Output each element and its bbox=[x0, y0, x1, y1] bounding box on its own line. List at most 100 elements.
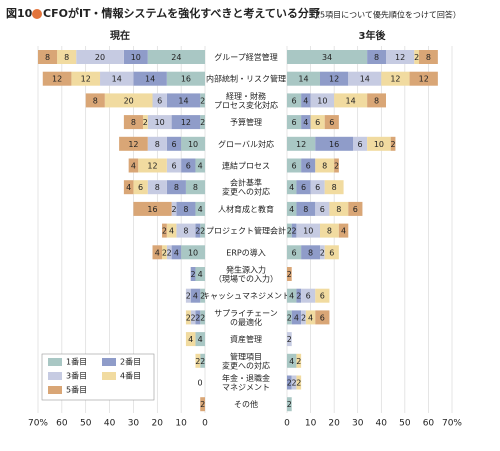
value-label: 2 bbox=[287, 227, 292, 236]
value-label: 8 bbox=[183, 205, 188, 214]
x-tick-label: 40 bbox=[104, 419, 116, 429]
bar-segment bbox=[287, 245, 302, 260]
category-label: 内部統制・リスク管理 bbox=[206, 73, 286, 83]
bar-segment bbox=[200, 288, 205, 303]
value-label: 2 bbox=[320, 248, 325, 257]
bar-segment bbox=[185, 310, 191, 325]
value-label: 2 bbox=[191, 313, 196, 322]
bar-segment bbox=[296, 353, 302, 368]
bar-segment bbox=[152, 245, 163, 260]
bar-segment bbox=[301, 158, 316, 173]
legend-label: 5番目 bbox=[66, 385, 87, 395]
value-label: 8 bbox=[322, 162, 327, 171]
legend-label: 3番目 bbox=[66, 371, 87, 381]
value-label: 8 bbox=[374, 53, 379, 62]
category-label: 資産管理 bbox=[230, 334, 262, 344]
value-label: 2 bbox=[186, 292, 191, 301]
bar-segment bbox=[195, 158, 205, 173]
category-line: グループ経営管理 bbox=[214, 52, 278, 62]
value-label: 6 bbox=[329, 118, 334, 127]
bar-segment bbox=[128, 158, 139, 173]
value-label: 20 bbox=[124, 96, 134, 105]
value-label: 6 bbox=[292, 96, 297, 105]
value-label: 12 bbox=[296, 140, 306, 149]
value-label: 2 bbox=[200, 357, 205, 366]
bar-segment bbox=[166, 180, 186, 195]
bar-segment bbox=[367, 136, 391, 151]
value-label: 4 bbox=[174, 248, 179, 257]
category-line: ERPの導入 bbox=[226, 247, 265, 257]
category-label: サプライチェーンの最適化 bbox=[214, 308, 278, 326]
bar-segment bbox=[287, 267, 292, 281]
bar-segment bbox=[200, 397, 205, 412]
value-label: 10 bbox=[303, 227, 313, 236]
value-label: 6 bbox=[157, 96, 162, 105]
bar-segment bbox=[287, 93, 302, 108]
value-label: 4 bbox=[303, 118, 308, 127]
panel-title: 3年後 bbox=[359, 29, 387, 42]
bar-segment bbox=[287, 50, 368, 64]
bar-segment bbox=[287, 353, 297, 368]
value-label: 2 bbox=[186, 313, 191, 322]
legend-label: 4番目 bbox=[120, 371, 141, 381]
bar-segment bbox=[414, 50, 419, 64]
value-label: 8 bbox=[336, 205, 341, 214]
bar-segment bbox=[195, 267, 205, 281]
value-label: 6 bbox=[358, 140, 363, 149]
value-label: 14 bbox=[112, 75, 122, 84]
bar-segment bbox=[71, 71, 101, 86]
value-label: 6 bbox=[315, 183, 320, 192]
x-tick-label: 10 bbox=[175, 419, 187, 429]
bar-segment bbox=[315, 310, 330, 325]
value-label: 0 bbox=[197, 379, 202, 388]
x-tick-label: 50 bbox=[399, 419, 411, 429]
value-label: 14 bbox=[360, 75, 370, 84]
figure-label: 図10 bbox=[6, 6, 33, 20]
bar-segment bbox=[123, 50, 148, 64]
bar-segment bbox=[38, 50, 58, 64]
bar-segment bbox=[386, 50, 415, 64]
value-label: 4 bbox=[198, 270, 203, 279]
x-tick-label: 20 bbox=[328, 419, 340, 429]
category-line: プロセス変化対応 bbox=[214, 99, 278, 109]
value-label: 2 bbox=[287, 313, 292, 322]
category-line: 発生源入力 bbox=[226, 264, 266, 274]
value-label: 4 bbox=[341, 227, 346, 236]
value-label: 2 bbox=[292, 379, 297, 388]
category-label: 会計基準変更への対応 bbox=[222, 177, 270, 196]
value-label: 14 bbox=[346, 96, 356, 105]
value-label: 6 bbox=[320, 205, 325, 214]
bar-segment bbox=[324, 180, 344, 195]
bar-segment bbox=[138, 158, 167, 173]
value-label: 4 bbox=[126, 183, 131, 192]
value-label: 10 bbox=[188, 248, 198, 257]
bar-segment bbox=[315, 201, 330, 216]
value-label: 12 bbox=[329, 75, 339, 84]
value-label: 4 bbox=[289, 183, 294, 192]
legend-swatch bbox=[102, 358, 116, 366]
value-label: 2 bbox=[296, 379, 301, 388]
value-label: 6 bbox=[292, 162, 297, 171]
bar-segment bbox=[301, 245, 320, 260]
value-label: 4 bbox=[198, 162, 203, 171]
category-line: マネジメント bbox=[222, 383, 270, 392]
bar-segment bbox=[195, 223, 201, 238]
bar-segment bbox=[200, 310, 205, 325]
bar-segment bbox=[123, 180, 134, 195]
bar-segment bbox=[329, 201, 349, 216]
chart-subtitle: （5項目について優先順位をつけて回答） bbox=[312, 10, 461, 20]
bar-segment bbox=[195, 353, 201, 368]
bar-segment bbox=[320, 223, 339, 238]
value-label: 8 bbox=[64, 53, 69, 62]
bar-segment bbox=[42, 71, 72, 86]
value-label: 4 bbox=[198, 335, 203, 344]
value-label: 4 bbox=[289, 205, 294, 214]
bar-segment bbox=[287, 332, 292, 347]
value-label: 12 bbox=[52, 75, 62, 84]
category-line: 人材育成と教育 bbox=[218, 203, 274, 213]
category-line: の最適化 bbox=[230, 316, 262, 326]
value-label: 4 bbox=[294, 313, 299, 322]
value-label: 2 bbox=[195, 313, 200, 322]
value-label: 4 bbox=[289, 292, 294, 301]
bar-segment bbox=[123, 115, 143, 130]
